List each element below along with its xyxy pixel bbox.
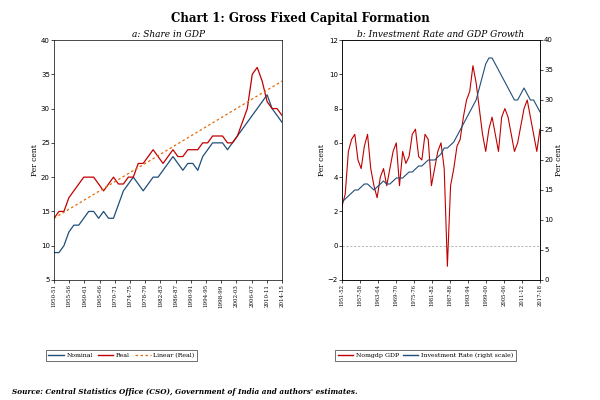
Y-axis label: Per cent: Per cent <box>31 144 40 176</box>
Legend: Nomgdp GDP, Investment Rate (right scale): Nomgdp GDP, Investment Rate (right scale… <box>335 350 515 361</box>
Y-axis label: Per cent: Per cent <box>554 144 563 176</box>
Text: Source: Central Statistics Office (CSO), Government of India and authors' estima: Source: Central Statistics Office (CSO),… <box>12 388 358 396</box>
Title: a: Share in GDP: a: Share in GDP <box>131 30 205 39</box>
Title: b: Investment Rate and GDP Growth: b: Investment Rate and GDP Growth <box>358 30 524 39</box>
Text: Chart 1: Gross Fixed Capital Formation: Chart 1: Gross Fixed Capital Formation <box>170 12 430 25</box>
Legend: Nominal, Real, Linear (Real): Nominal, Real, Linear (Real) <box>46 350 197 361</box>
Y-axis label: Per cent: Per cent <box>318 144 326 176</box>
